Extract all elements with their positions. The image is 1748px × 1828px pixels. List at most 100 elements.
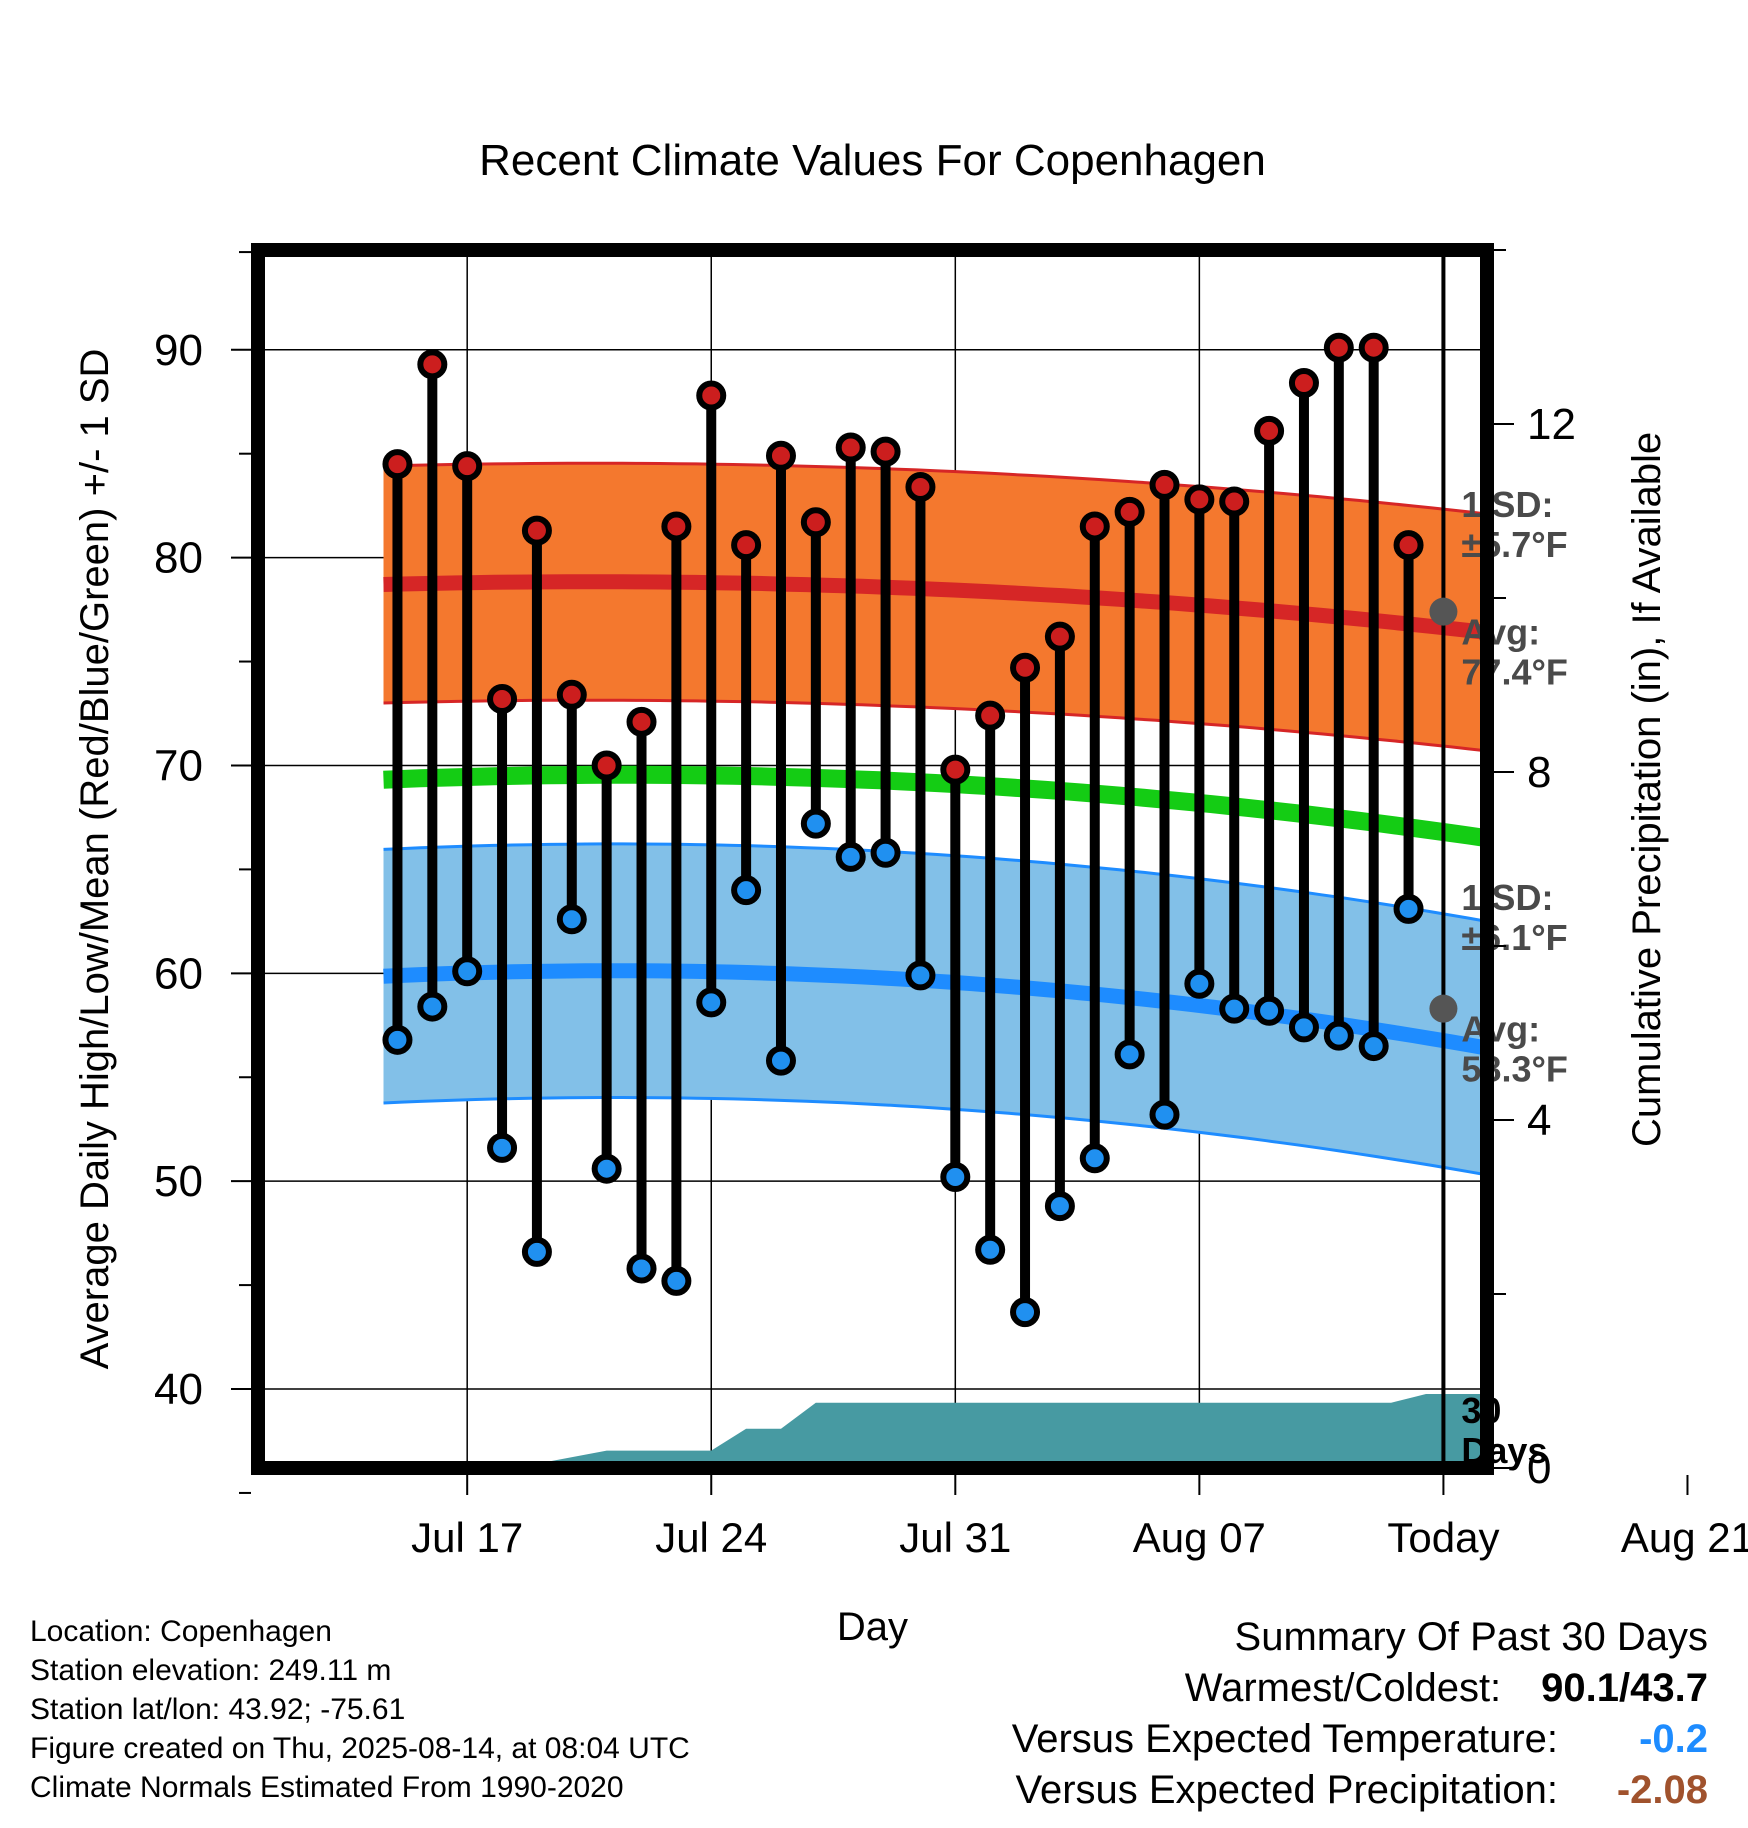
daily-high-point (1010, 652, 1041, 683)
daily-low-point (1358, 1031, 1389, 1062)
right-axis-title: Cumulative Precipitation (in), If Availa… (1625, 432, 1669, 1147)
daily-high-point (696, 380, 727, 411)
today-high-avg-marker (1429, 597, 1458, 626)
daily-low-point (487, 1132, 518, 1163)
summary-warmest-row: Warmest/Coldest: 90.1/43.7 (1012, 1663, 1708, 1714)
left-tick-label: 90 (154, 326, 203, 375)
x-tick-label: Aug 07 (1133, 1514, 1266, 1561)
plot-frame (251, 243, 1494, 1475)
daily-low-point (1010, 1297, 1041, 1328)
precip-label: Versus Expected Precipitation: (1015, 1768, 1558, 1812)
warmest-label: Warmest/Coldest: (1184, 1666, 1502, 1710)
daily-high-point (521, 515, 552, 546)
chart-title: Recent Climate Values For Copenhagen (479, 136, 1266, 185)
left-tick-label: 80 (154, 534, 203, 583)
x-tick-label: Jul 31 (899, 1514, 1011, 1561)
daily-high-point (1114, 496, 1145, 527)
latlon-text: Station lat/lon: 43.92; -75.61 (30, 1693, 406, 1726)
daily-low-point (1149, 1099, 1180, 1130)
daily-low-point (835, 841, 866, 872)
daily-low-point (1114, 1039, 1145, 1070)
low-sd-label-line: ±6.1°F (1461, 917, 1567, 958)
daily-low-point (417, 991, 448, 1022)
daily-low-point (765, 1045, 796, 1076)
daily-low-point (1219, 993, 1250, 1024)
daily-high-point (1184, 484, 1215, 515)
left-tick-label: 70 (154, 741, 203, 790)
daily-low-point (1393, 893, 1424, 924)
low-avg-label-line: Avg: (1461, 1009, 1540, 1050)
x-tick-label: Jul 24 (655, 1514, 767, 1561)
daily-high-point (1288, 368, 1319, 399)
daily-high-point (940, 754, 971, 785)
normals-text: Climate Normals Estimated From 1990-2020 (30, 1771, 624, 1804)
daily-low-point (1079, 1143, 1110, 1174)
daily-low-point (556, 904, 587, 935)
daily-high-point (1254, 415, 1285, 446)
daily-high-point (1358, 332, 1389, 363)
daily-low-point (1044, 1191, 1075, 1222)
daily-low-point (1184, 968, 1215, 999)
daily-low-point (521, 1236, 552, 1267)
normal-mean-line (383, 765, 1487, 848)
daily-high-point (905, 471, 936, 502)
left-tick-label: 40 (154, 1365, 203, 1414)
low-sd-lower-line (383, 1096, 1487, 1177)
right-tick-label: 12 (1527, 400, 1576, 449)
summary-title: Summary Of Past 30 Days (1234, 1615, 1708, 1659)
daily-low-point (940, 1162, 971, 1193)
warmest-value: 90.1/43.7 (1541, 1666, 1708, 1710)
daily-low-point (382, 1024, 413, 1055)
daily-high-point (870, 436, 901, 467)
today-low-avg-marker (1429, 994, 1458, 1023)
daily-high-point (1079, 511, 1110, 542)
daily-low-point (591, 1153, 622, 1184)
daily-high-point (452, 451, 483, 482)
precipitation-area (397, 1394, 1487, 1468)
high-avg-label-line: 77.4°F (1461, 652, 1567, 693)
daily-observations (382, 332, 1424, 1328)
daily-low-point (800, 808, 831, 839)
right-tick-label: 8 (1527, 748, 1551, 797)
daily-low-point (870, 837, 901, 868)
elevation-text: Station elevation: 249.11 m (30, 1654, 392, 1687)
daily-high-point (1044, 621, 1075, 652)
high-sd-label-line: 1 SD: (1461, 484, 1553, 525)
daily-low-point (731, 875, 762, 906)
daily-high-point (1149, 469, 1180, 500)
daily-high-point (765, 440, 796, 471)
station-info: Location: Copenhagen Station elevation: … (30, 1612, 690, 1807)
daily-low-point (661, 1265, 692, 1296)
daily-low-point (975, 1234, 1006, 1265)
daily-high-point (417, 349, 448, 380)
created-text: Figure created on Thu, 2025-08-14, at 08… (30, 1732, 690, 1765)
daily-low-point (1254, 995, 1285, 1026)
high-avg-label-line: Avg: (1461, 612, 1540, 653)
daily-high-point (556, 679, 587, 710)
low-sd-label-line: 1 SD: (1461, 877, 1553, 918)
daily-low-point (696, 987, 727, 1018)
daily-high-point (731, 530, 762, 561)
daily-high-point (1219, 486, 1250, 517)
summary-precip-row: Versus Expected Precipitation: -2.08 (1012, 1765, 1708, 1816)
right-tick-label: 4 (1527, 1096, 1551, 1145)
daily-high-point (835, 432, 866, 463)
temp-value: -0.2 (1639, 1717, 1708, 1761)
x-axis-title: Day (837, 1605, 908, 1649)
daily-low-point (1323, 1020, 1354, 1051)
low-sd-band (383, 843, 1487, 1175)
daily-high-point (800, 507, 831, 538)
daily-low-point (626, 1253, 657, 1284)
high-sd-band (383, 463, 1487, 751)
daily-high-point (626, 706, 657, 737)
plot-area (258, 250, 1487, 1468)
daily-high-point (975, 700, 1006, 731)
left-tick-label: 60 (154, 949, 203, 998)
daily-high-point (382, 449, 413, 480)
daily-high-point (591, 750, 622, 781)
daily-low-point (452, 956, 483, 987)
left-tick-label: 50 (154, 1157, 203, 1206)
left-axis-title: Average Daily High/Low/Mean (Red/Blue/Gr… (73, 349, 117, 1370)
daily-high-point (1393, 530, 1424, 561)
location-text: Location: Copenhagen (30, 1615, 332, 1648)
